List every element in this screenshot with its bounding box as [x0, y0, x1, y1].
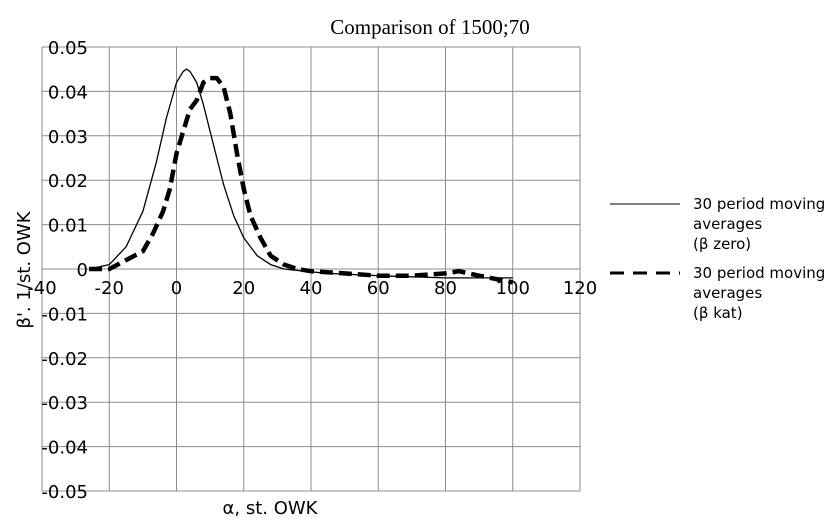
legend-label: averages: [693, 215, 762, 233]
legend: 30 period moving averages (β zero) 30 perio…: [610, 195, 825, 322]
x-tick-label: 120: [563, 278, 597, 299]
horizontal-gridlines: [42, 46, 580, 492]
x-tick-label: 20: [232, 278, 255, 299]
y-tick-label: 0.03: [48, 127, 88, 148]
legend-label: (β kat): [693, 304, 743, 322]
legend-label: (β zero): [693, 235, 751, 253]
x-tick-label: 40: [300, 278, 323, 299]
y-tick-label: -0.03: [41, 393, 88, 414]
x-tick-label: 80: [434, 278, 457, 299]
y-tick-label: 0.04: [48, 82, 88, 103]
y-tick-label: -0.04: [41, 438, 88, 459]
y-tick-label: 0: [77, 260, 88, 281]
series-layer: [88, 68, 514, 285]
x-tick-label: 60: [367, 278, 390, 299]
series-line-beta-zero: [88, 68, 513, 279]
y-tick-label: -0.02: [41, 349, 88, 370]
series-line-beta-kat: [89, 75, 514, 285]
x-tick-label: -20: [95, 278, 124, 299]
x-tick-labels: -40 -20 0 20 40 60 80 100 120: [27, 278, 597, 299]
y-tick-label: -0.01: [41, 304, 88, 325]
chart-title: Comparison of 1500;70: [330, 15, 530, 39]
y-axis-title: β'. 1/st. OWK: [14, 210, 35, 328]
legend-label: averages: [693, 284, 762, 302]
y-tick-labels: 0.05 0.04 0.03 0.02 0.01 0 -0.01 -0.02 -0.03 -0.0…: [41, 38, 88, 503]
legend-label: 30 period moving: [693, 264, 825, 282]
x-tick-label: 100: [496, 278, 530, 299]
x-axis-title: α, st. OWK: [223, 498, 319, 519]
y-tick-label: 0.02: [48, 171, 88, 192]
y-tick-label: -0.05: [41, 482, 88, 503]
x-tick-label: 0: [171, 278, 182, 299]
x-tick-label: -40: [27, 278, 56, 299]
y-tick-label: 0.05: [48, 38, 88, 59]
legend-label: 30 period moving: [693, 195, 825, 213]
y-tick-label: 0.01: [48, 216, 88, 237]
